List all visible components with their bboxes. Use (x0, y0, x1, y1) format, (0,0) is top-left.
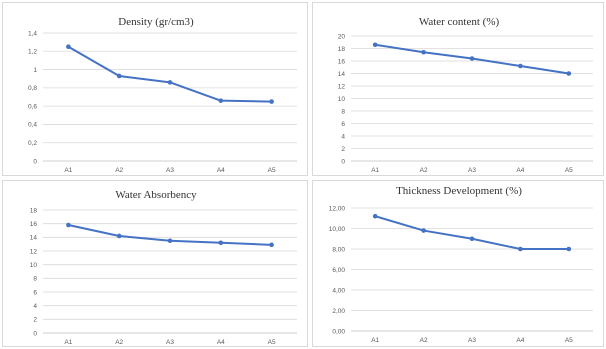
density-chart-panel: Density (gr/cm3) 0 0,2 0,4 0,6 0,8 1 1,2 1,4 A1 A2… (2, 2, 308, 176)
thickness-development-x-tick-label: A1 (371, 337, 379, 344)
water-absorbency-chart-panel: Water Absorbency 0 2 4 6 8 10 12 14 16 18 A1 A2 A3 A4 A… (2, 180, 308, 347)
water-absorbency-x-tick-label: A5 (268, 339, 276, 346)
density-y-tick-label: 0,8 (28, 85, 37, 92)
density-data-point (66, 44, 71, 50)
thickness-development-x-tick-label: A2 (420, 337, 428, 344)
thickness-development-chart: Thickness Development (%) 0,00 2,00 4,00 6,0… (329, 185, 593, 344)
water-content-y-tick-label: 2 (341, 146, 345, 153)
thickness-development-series-line (374, 215, 570, 250)
water-absorbency-y-tick-label: 16 (30, 221, 38, 228)
thickness-development-y-tick-label: 10,00 (329, 226, 346, 233)
water-absorbency-y-tick-label: 14 (30, 235, 38, 242)
water-absorbency-data-point (218, 240, 224, 246)
density-x-tick-label: A1 (64, 167, 72, 174)
water-content-y-tick-label: 10 (338, 96, 346, 103)
density-x-tick-label: A4 (217, 167, 225, 174)
thickness-development-x-tick-label: A3 (468, 337, 476, 344)
density-title: Density (gr/cm3) (118, 16, 194, 28)
water-content-y-tick-label: 20 (338, 33, 346, 40)
density-data-point (269, 99, 274, 104)
water-content-data-point (421, 49, 426, 55)
thickness-development-y-tick-label: 0,00 (332, 328, 345, 335)
water-absorbency-title: Water Absorbency (115, 189, 197, 201)
thickness-development-y-tick-label: 6,00 (332, 267, 345, 274)
thickness-development-data-point (566, 246, 572, 252)
thickness-development-x-tick-label: A5 (565, 337, 573, 344)
density-data-point (167, 80, 173, 85)
water-content-x-tick-label: A1 (371, 167, 379, 174)
water-absorbency-data-point (116, 233, 122, 239)
water-content-data-point (566, 71, 572, 76)
water-absorbency-y-tick-label: 18 (30, 207, 38, 214)
water-content-x-tick-label: A2 (420, 167, 428, 174)
thickness-development-y-tick-label: 2,00 (332, 308, 345, 315)
thickness-development-title: Thickness Development (%) (396, 185, 522, 197)
density-y-tick-label: 1,2 (28, 49, 37, 56)
density-data-point (116, 73, 122, 79)
thickness-development-data-point (518, 246, 523, 252)
water-absorbency-data-point (66, 222, 71, 228)
density-y-tick-label: 1,4 (28, 30, 37, 37)
water-content-data-point (518, 63, 523, 69)
density-series-line (67, 45, 273, 103)
water-absorbency-y-tick-label: 4 (33, 303, 37, 310)
density-y-tick-label: 0,4 (28, 122, 37, 129)
density-chart: Density (gr/cm3) 0 0,2 0,4 0,6 0,8 1 1,2 1,4 A1 A2… (28, 16, 297, 174)
thickness-development-x-tick-label: A4 (516, 337, 524, 344)
density-y-tick-label: 0,2 (28, 140, 37, 147)
water-absorbency-y-tick-label: 12 (30, 248, 38, 255)
water-content-y-tick-label: 4 (341, 133, 345, 140)
water-content-y-tick-label: 8 (341, 108, 345, 115)
water-absorbency-data-point (167, 238, 173, 244)
water-absorbency-data-point (269, 242, 274, 248)
thickness-development-chart-panel: Thickness Development (%) 0,00 2,00 4,00 6,0… (312, 180, 604, 347)
water-content-data-point (372, 42, 378, 48)
water-content-x-tick-label: A3 (468, 167, 476, 174)
density-data-point (218, 98, 224, 103)
density-x-tick-label: A5 (268, 167, 276, 174)
water-absorbency-x-tick-label: A3 (166, 339, 174, 346)
thickness-development-y-tick-label: 8,00 (332, 246, 345, 253)
water-absorbency-x-tick-label: A4 (217, 339, 225, 346)
water-content-y-tick-label: 12 (338, 83, 346, 90)
water-content-chart: Water content (%) 0 2 4 6 8 10 12 14 16 18 20 A1 A2 A3… (338, 16, 593, 174)
water-content-chart-panel: Water content (%) 0 2 4 6 8 10 12 14 16 18 20 A1 A2 A3… (312, 2, 604, 176)
water-content-title: Water content (%) (419, 16, 500, 28)
water-content-x-tick-label: A4 (516, 167, 524, 174)
water-absorbency-chart: Water Absorbency 0 2 4 6 8 10 12 14 16 18 A1 A2 A3 A4 A… (30, 189, 297, 346)
water-absorbency-y-tick-label: 10 (30, 262, 38, 269)
water-content-y-tick-label: 0 (341, 158, 345, 165)
thickness-development-data-point (421, 228, 426, 233)
water-content-y-tick-label: 16 (338, 58, 346, 65)
water-absorbency-y-tick-label: 8 (33, 276, 37, 283)
water-content-y-tick-label: 14 (338, 71, 346, 78)
density-y-tick-label: 1 (33, 67, 37, 74)
density-y-tick-label: 0,6 (28, 103, 37, 110)
water-content-data-point (469, 56, 475, 61)
thickness-development-data-point (372, 213, 378, 219)
thickness-development-data-point (469, 236, 475, 242)
water-absorbency-y-tick-label: 2 (33, 317, 37, 324)
density-y-tick-label: 0 (33, 158, 37, 165)
thickness-development-y-tick-label: 12,00 (329, 205, 346, 212)
water-absorbency-x-tick-label: A1 (64, 339, 72, 346)
water-absorbency-y-tick-label: 6 (33, 289, 37, 296)
density-x-tick-label: A3 (166, 167, 174, 174)
density-x-tick-label: A2 (115, 167, 123, 174)
water-content-y-tick-label: 6 (341, 121, 345, 128)
water-content-y-tick-label: 18 (338, 46, 346, 53)
thickness-development-y-tick-label: 4,00 (332, 287, 345, 294)
water-absorbency-y-tick-label: 0 (33, 330, 37, 337)
water-absorbency-x-tick-label: A2 (115, 339, 123, 346)
water-content-x-tick-label: A5 (565, 167, 573, 174)
